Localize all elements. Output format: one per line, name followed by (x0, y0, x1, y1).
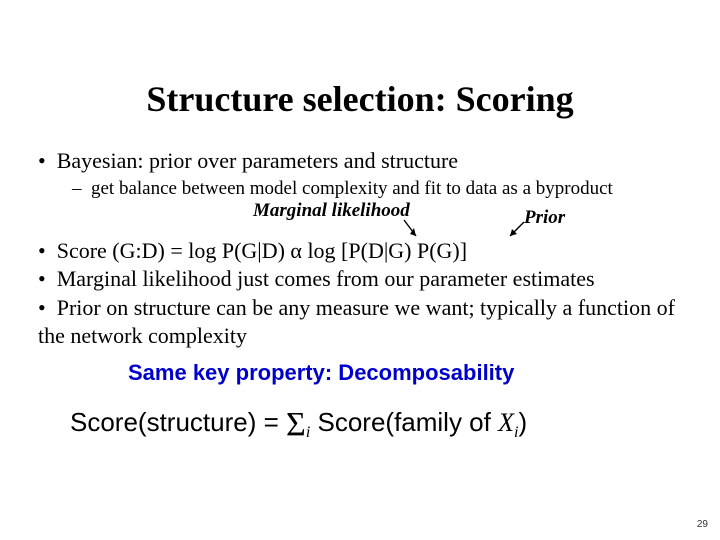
bullet-prior-text: Prior on structure can be any measure we… (38, 295, 675, 348)
bullet-bayesian-text: Bayesian: prior over parameters and stru… (57, 148, 458, 173)
bullet-dot-2: • (38, 238, 57, 263)
bullet-dot-4: • (38, 295, 57, 320)
prior-label: Prior (524, 207, 565, 229)
bullet-dot-3: • (38, 266, 57, 291)
dash: – (72, 178, 91, 199)
key-property-text: Same key property: Decomposability (128, 360, 514, 386)
bullet-bayesian: • Bayesian: prior over parameters and st… (38, 148, 678, 174)
bullet-dot: • (38, 148, 57, 173)
bullet-marginal: • Marginal likelihood just comes from ou… (38, 266, 678, 292)
bullet-prior: • Prior on structure can be any measure … (38, 294, 678, 349)
sub-bullet-balance-text: get balance between model complexity and… (91, 178, 613, 199)
formula-right: Score(family of (310, 407, 498, 437)
formula-close: ) (518, 407, 527, 437)
slide: Structure selection: Scoring • Bayesian:… (0, 0, 720, 540)
sigma-icon: Σ (286, 406, 306, 443)
bullet-marginal-text: Marginal likelihood just comes from our … (57, 266, 595, 291)
xi-var: X (498, 408, 514, 437)
sub-bullet-balance: – get balance between model complexity a… (72, 178, 692, 200)
page-number: 29 (697, 519, 708, 530)
slide-title: Structure selection: Scoring (0, 78, 720, 120)
bullet-score: • Score (G:D) = log P(G|D) α log [P(D|G)… (38, 238, 678, 264)
marginal-likelihood-label: Marginal likelihood (253, 200, 410, 222)
formula-line: Score(structure) = Σi Score(family of Xi… (70, 406, 527, 444)
bullet-score-text: Score (G:D) = log P(G|D) α log [P(D|G) P… (57, 238, 467, 263)
formula-left: Score(structure) = (70, 407, 286, 437)
